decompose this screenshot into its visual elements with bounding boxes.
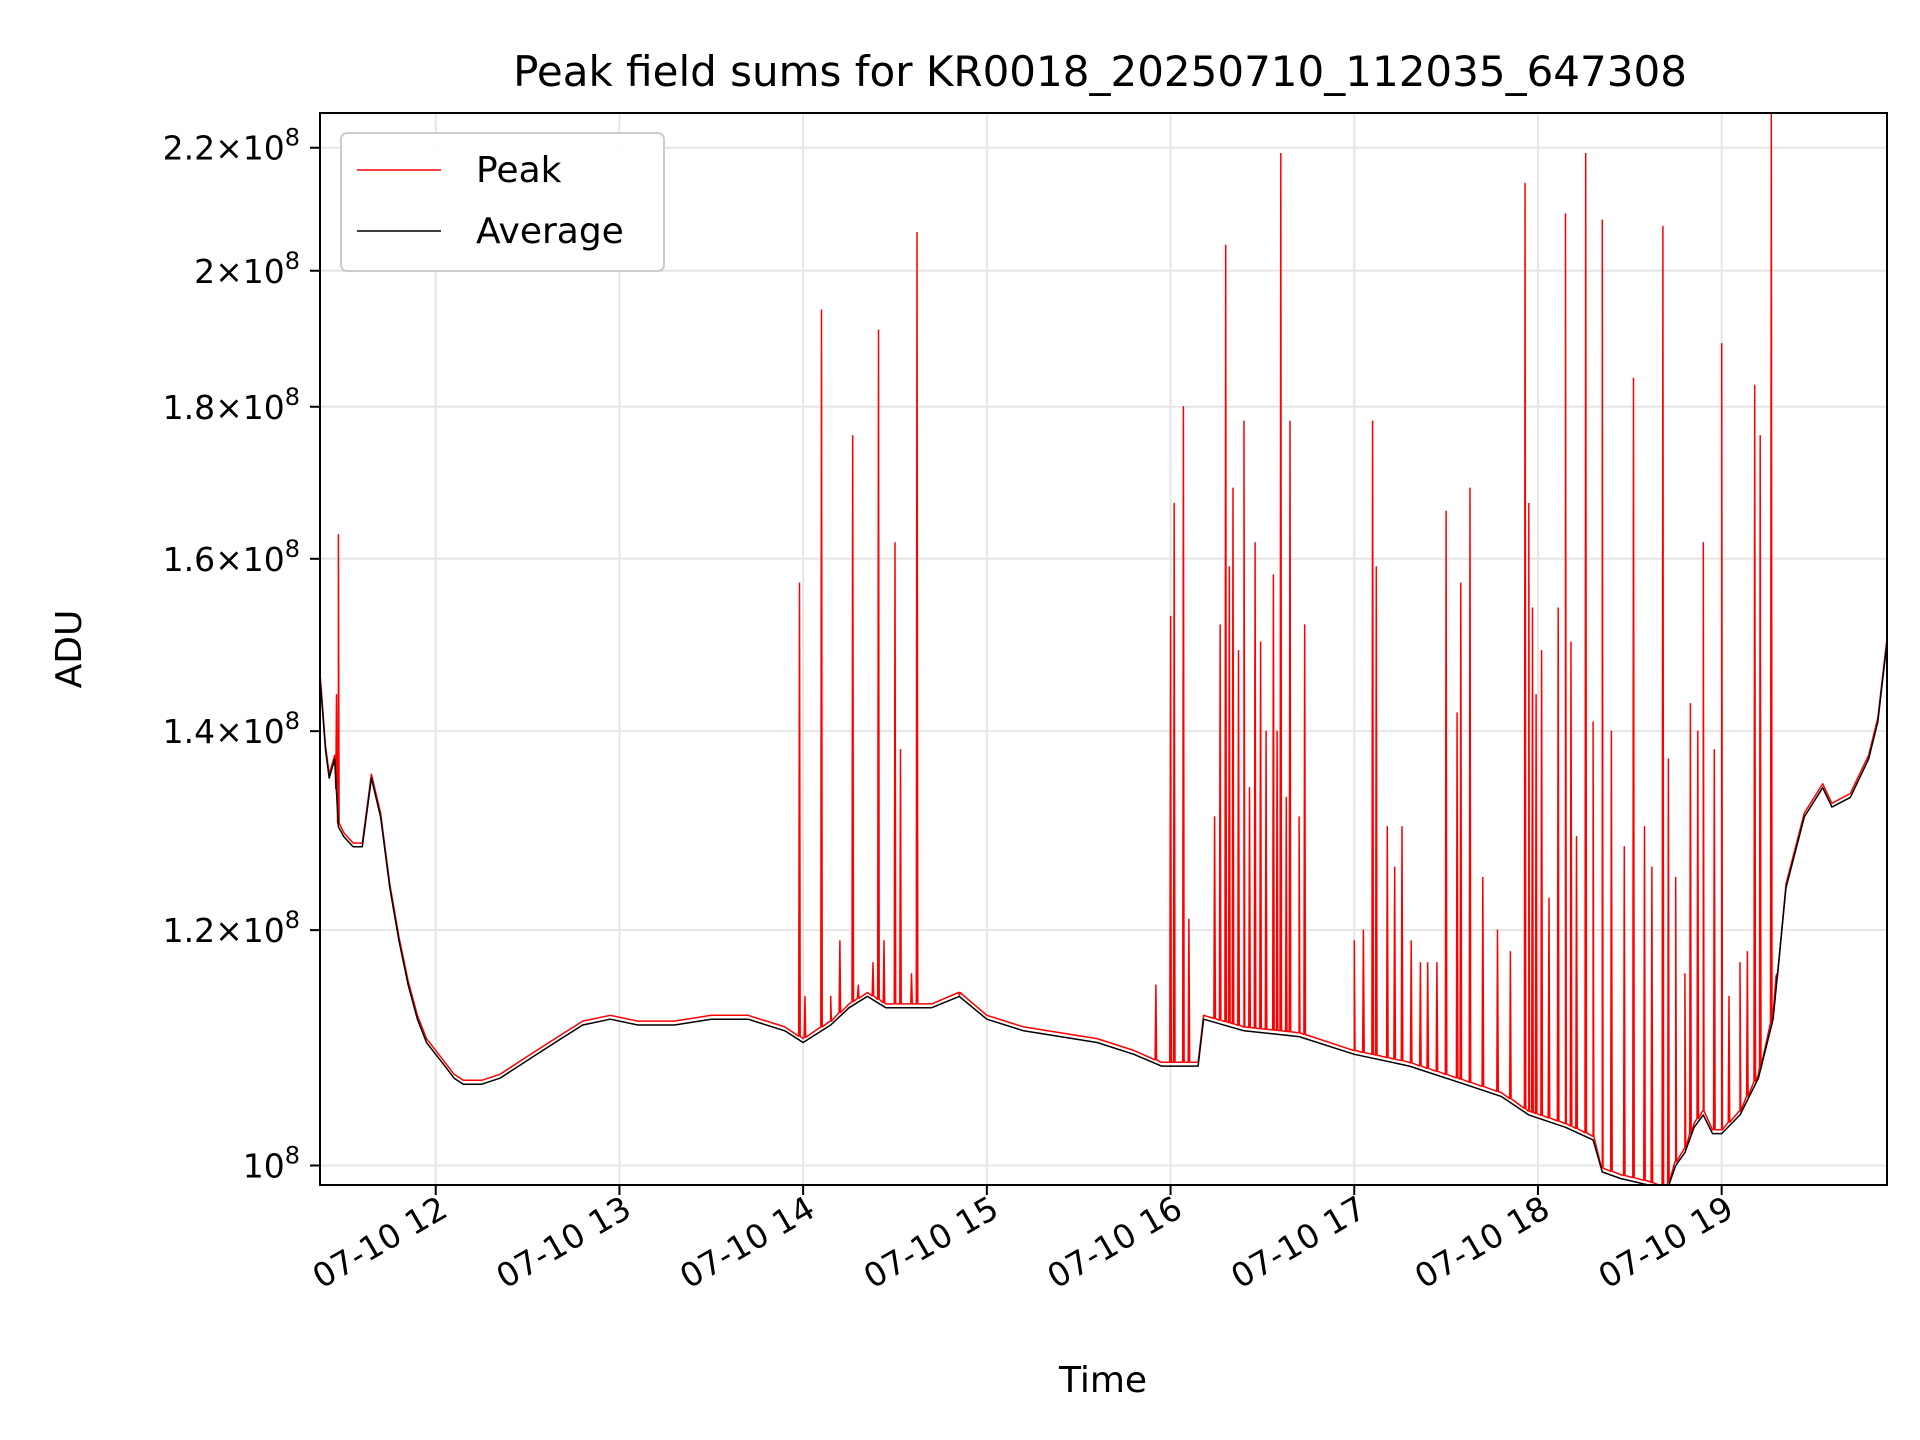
series-line-average [320, 642, 1887, 1185]
y-tick-label: 1.8×108 [163, 383, 300, 427]
x-axis-label: Time [1058, 1360, 1147, 1401]
series-group [320, 113, 1887, 1185]
plot-frame [319, 112, 1888, 1186]
series-line-peak [320, 113, 1887, 1185]
chart-title: Peak field sums for KR0018_20250710_1120… [513, 47, 1687, 96]
y-axis-label: ADU [49, 610, 90, 689]
legend: Peak Average [340, 132, 665, 272]
legend-label-peak: Peak [476, 150, 562, 191]
y-tick-label: 1.6×108 [163, 535, 300, 579]
grid-lines [320, 113, 1887, 1185]
legend-label-average: Average [476, 211, 624, 252]
y-tick-label: 2.2×108 [163, 124, 300, 168]
y-tick-label: 108 [243, 1141, 300, 1185]
y-tick-label: 1.2×108 [163, 906, 300, 950]
legend-box [340, 132, 665, 272]
y-tick-label: 2×108 [194, 247, 300, 291]
y-axis-ticks: 108 1.2×108 1.4×108 1.6×108 1.8×108 2×108 2.2×… [163, 124, 320, 1185]
y-tick-label: 1.4×108 [163, 707, 300, 751]
